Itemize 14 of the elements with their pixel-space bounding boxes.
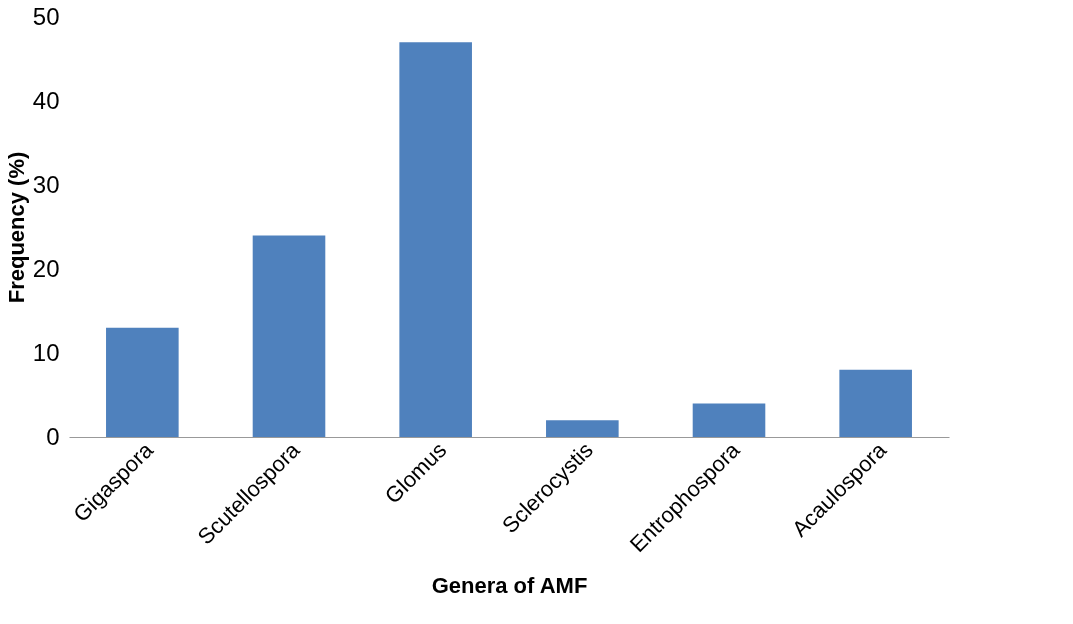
bar bbox=[399, 42, 472, 437]
y-tick-label: 0 bbox=[46, 422, 60, 450]
y-tick-label: 20 bbox=[32, 254, 60, 282]
y-tick-label: 40 bbox=[32, 86, 60, 114]
y-tick-label: 50 bbox=[32, 2, 60, 30]
bar bbox=[252, 235, 326, 437]
bar bbox=[546, 420, 619, 437]
bar bbox=[692, 403, 766, 437]
x-axis-title: Genera of AMF bbox=[431, 573, 588, 599]
y-tick-label: 10 bbox=[32, 338, 60, 366]
bar bbox=[839, 369, 912, 437]
bar bbox=[106, 327, 179, 437]
y-axis-title: Frequency (%) bbox=[3, 151, 29, 304]
y-tick-label: 30 bbox=[32, 170, 60, 198]
